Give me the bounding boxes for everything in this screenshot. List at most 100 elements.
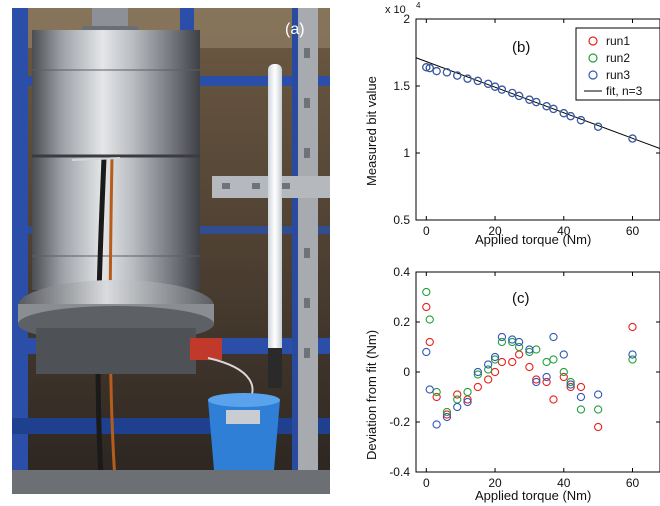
y-tick-label: 0.5 (393, 213, 410, 227)
data-point-run3 (566, 380, 575, 389)
data-point-run3 (542, 102, 551, 111)
chart-b-ylabel: Measured bit value (364, 76, 379, 186)
legend-label-run2: run2 (606, 51, 630, 65)
data-point-run2 (422, 287, 431, 297)
data-point-run3 (473, 367, 483, 377)
x-tick-label: 20 (488, 224, 502, 238)
data-point-run3 (532, 97, 541, 107)
chart-b-legend: run1 run2 run3 fit, n=3 (575, 27, 660, 101)
y-tick-label: -0.2 (389, 415, 410, 429)
data-point-run3 (593, 390, 603, 399)
x-tick-label: 60 (626, 224, 640, 238)
data-point-run2 (628, 355, 637, 364)
data-point-run1 (532, 375, 541, 384)
data-point-run3 (422, 347, 431, 357)
data-point-run3 (593, 122, 603, 131)
data-point-run3 (463, 397, 472, 407)
data-point-run2 (576, 405, 586, 414)
data-point-run3 (484, 79, 493, 89)
legend-label-run3: run3 (606, 68, 630, 82)
fit-line (415, 57, 660, 150)
data-point-run3 (432, 420, 441, 429)
data-point-run2 (566, 377, 575, 387)
legend-marker-run1 (588, 36, 598, 46)
legend-label-run1: run1 (606, 34, 630, 48)
data-point-run2 (490, 355, 500, 364)
x-tick-label: 40 (557, 476, 571, 490)
legend-marker-run2 (588, 53, 598, 63)
chart-c-xlabel: Applied torque (Nm) (475, 488, 591, 503)
data-point-run1 (566, 382, 575, 392)
data-point-run3 (576, 116, 586, 125)
data-point-run1 (442, 410, 452, 419)
y-tick-label: 0.4 (393, 265, 410, 279)
data-point-run3 (425, 385, 434, 394)
chart-b: (b) x 10 4 Applied torque (Nm) Measured … (364, 1, 660, 247)
data-point-run3 (576, 392, 586, 402)
data-point-run3 (542, 372, 551, 382)
chart-c-plot-area (415, 271, 660, 473)
data-point-run3 (566, 112, 575, 121)
chart-b-exponent-base: x 10 (385, 4, 406, 16)
data-point-run1 (525, 362, 534, 372)
data-point-run3 (549, 332, 558, 342)
x-tick-label: 20 (488, 476, 502, 490)
data-point-run3 (473, 76, 483, 86)
data-point-run1 (425, 337, 434, 347)
data-point-run2 (559, 367, 568, 377)
y-tick-label: 1 (403, 146, 410, 160)
data-point-run3 (514, 91, 524, 101)
y-tick-label: -0.4 (389, 465, 410, 479)
y-tick-label: 2 (403, 12, 410, 26)
y-tick-label: 1.5 (393, 79, 410, 93)
y-tick-label: 0 (403, 365, 410, 379)
data-point-run1 (473, 382, 483, 392)
data-point-run2 (425, 315, 434, 324)
data-point-run3 (514, 337, 524, 347)
photo-illustration (12, 8, 330, 494)
data-point-run1 (453, 390, 462, 399)
data-point-run3 (508, 88, 517, 98)
top-shaft (92, 8, 128, 30)
data-point-run3 (497, 332, 507, 342)
chart-b-xlabel: Applied torque (Nm) (475, 232, 591, 247)
data-point-run3 (525, 345, 534, 354)
legend-marker-run3 (588, 70, 598, 80)
data-point-run3 (532, 377, 541, 387)
data-point-run2 (442, 407, 452, 417)
data-point-run3 (497, 85, 507, 94)
data-point-run3 (422, 63, 431, 72)
data-point-run3 (628, 134, 637, 143)
sensor-cylinder (32, 30, 200, 290)
data-point-run2 (463, 387, 472, 397)
data-point-run1 (549, 395, 558, 404)
data-point-run3 (463, 74, 472, 83)
chart-c: (c) Applied torque (Nm) Deviation from f… (364, 265, 660, 503)
data-point-run1 (508, 357, 517, 367)
panel-a-label: (a) (285, 21, 305, 38)
data-point-run1 (432, 392, 441, 402)
data-point-run2 (484, 365, 493, 374)
fluorescent-lamp (268, 64, 282, 382)
data-point-run1 (422, 302, 431, 312)
data-point-run1 (628, 322, 637, 332)
x-tick-label: 40 (557, 224, 571, 238)
data-point-run3 (549, 104, 558, 114)
data-point-run1 (484, 375, 493, 384)
data-point-run3 (432, 66, 441, 76)
chart-b-panel-label: (b) (512, 39, 530, 56)
data-point-run1 (576, 382, 586, 392)
data-point-run3 (490, 352, 500, 362)
photo-panel (12, 8, 330, 494)
data-point-run3 (442, 412, 452, 422)
x-tick-label: 0 (423, 476, 430, 490)
data-point-run2 (514, 342, 524, 352)
legend-box (575, 27, 660, 101)
data-point-run1 (542, 377, 551, 387)
data-point-run3 (425, 63, 434, 73)
data-point-run2 (549, 355, 558, 364)
data-point-run2 (497, 337, 507, 347)
x-tick-label: 60 (626, 476, 640, 490)
data-point-run1 (593, 422, 603, 432)
